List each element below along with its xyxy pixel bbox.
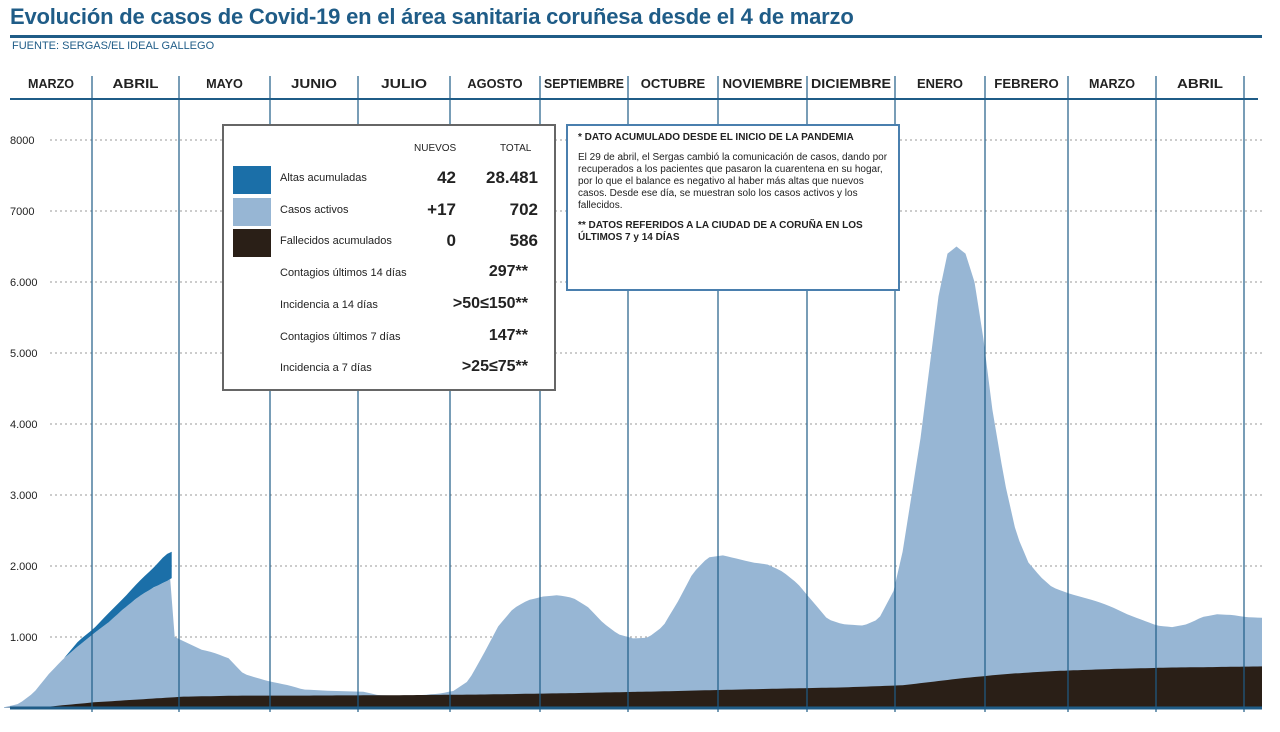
y-tick-label: 1.000	[10, 632, 38, 644]
month-label: MARZO	[28, 76, 74, 91]
y-tick-label: 5.000	[10, 348, 38, 360]
month-label: MARZO	[1089, 76, 1135, 91]
note-sergas: El 29 de abril, el Sergas cambió la comu…	[578, 152, 888, 211]
note-ciudad: ** DATOS REFERIDOS A LA CIUDAD DE A CORU…	[578, 220, 863, 243]
legend-total: 702	[509, 200, 538, 219]
legend-extra: Incidencia a 14 días >50≤150**	[224, 293, 554, 319]
legend-nuevos: +17	[427, 200, 456, 219]
chart-title: Evolución de casos de Covid-19 en el áre…	[10, 4, 854, 29]
legend-col-nuevos: NUEVOS	[414, 143, 457, 154]
legend-swatch-altas	[233, 166, 271, 194]
month-label: JULIO	[381, 76, 427, 91]
month-label: JUNIO	[291, 76, 337, 91]
area-series	[4, 246, 1262, 710]
legend-label: Altas acumuladas	[280, 172, 367, 184]
month-label: ENERO	[917, 76, 963, 91]
month-label: OCTUBRE	[641, 76, 706, 91]
legend-total: 28.481	[486, 168, 538, 187]
area-altas-acumuladas	[63, 551, 172, 659]
legend-box: NUEVOS TOTAL Altas acumuladas 42 28.481 …	[222, 124, 556, 391]
month-label: AGOSTO	[467, 76, 522, 91]
legend-extra-label: Incidencia a 7 días	[280, 362, 372, 374]
month-label: MAYO	[206, 76, 243, 91]
legend-extra-value: >25≤75**	[461, 358, 528, 375]
legend-extra-label: Incidencia a 14 días	[280, 299, 378, 311]
legend-row-altas: Altas acumuladas 42 28.481	[224, 166, 554, 194]
y-tick-label: 6.000	[10, 277, 38, 289]
legend-row-fallecidos: Fallecidos acumulados 0 586	[224, 229, 554, 257]
legend-nuevos: 0	[446, 231, 456, 250]
legend-extra: Contagios últimos 7 días 147**	[224, 325, 554, 351]
legend-col-total: TOTAL	[500, 143, 532, 154]
legend-total: 586	[509, 231, 538, 250]
area-fallecidos	[4, 666, 1262, 708]
legend-extra-value: 297**	[488, 263, 528, 280]
month-labels: MARZO ABRIL MAYO JUNIO JULIO AGOSTO SEPTIEMBRE…	[28, 76, 1223, 91]
y-tick-label: 3.000	[10, 490, 38, 502]
legend-swatch-activos	[233, 198, 271, 226]
notes-box: * DATO ACUMULADO DESDE EL INICIO DE LA P…	[566, 124, 900, 291]
y-tick-label: 4.000	[10, 419, 38, 431]
legend-extra-label: Contagios últimos 7 días	[280, 331, 401, 343]
legend-extra: Incidencia a 7 días >25≤75**	[224, 356, 554, 382]
month-label: SEPTIEMBRE	[544, 76, 624, 91]
legend-nuevos: 42	[437, 168, 456, 187]
legend-label: Casos activos	[280, 204, 349, 216]
legend-row-activos: Casos activos +17 702	[224, 198, 554, 226]
month-label: NOVIEMBRE	[723, 76, 803, 91]
month-label: ABRIL	[113, 76, 159, 91]
y-tick-label: 2.000	[10, 561, 38, 573]
month-label: DICIEMBRE	[811, 76, 891, 91]
legend-extra-label: Contagios últimos 14 días	[280, 267, 407, 279]
legend-swatch-fallecidos	[233, 229, 271, 257]
area-casos-activos	[4, 246, 1262, 708]
title-rule	[10, 35, 1262, 38]
legend-extra: Contagios últimos 14 días 297**	[224, 261, 554, 287]
legend-extra-value: 147**	[488, 327, 528, 344]
note-acumulado: * DATO ACUMULADO DESDE EL INICIO DE LA P…	[578, 132, 854, 143]
month-label: FEBRERO	[994, 76, 1058, 91]
y-tick-label: 8000	[10, 135, 34, 147]
legend-extra-value: >50≤150**	[452, 295, 528, 312]
y-tick-label: 7000	[10, 206, 34, 218]
chart-source: FUENTE: SERGAS/EL IDEAL GALLEGO	[12, 40, 215, 52]
legend-label: Fallecidos acumulados	[280, 235, 392, 247]
month-label: ABRIL	[1177, 76, 1223, 91]
y-ticks: 8000 7000 6.000 5.000 4.000 3.000 2.000 1.000	[10, 135, 38, 644]
